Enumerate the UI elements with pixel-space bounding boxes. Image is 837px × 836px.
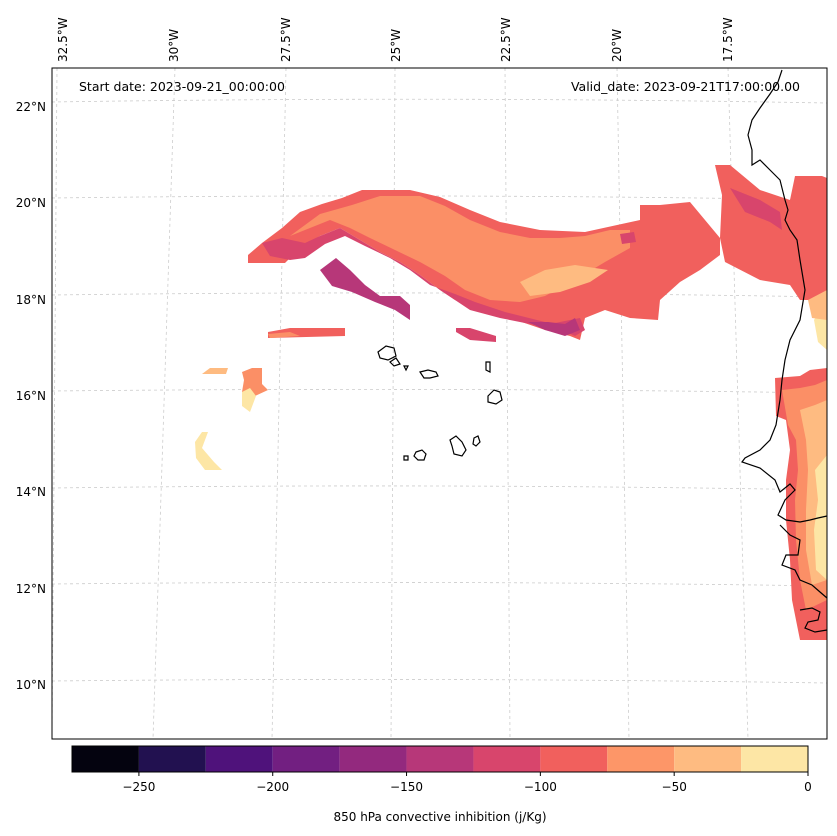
colorbar-swatch — [138, 746, 206, 772]
lat-label: 20°N — [16, 196, 46, 210]
colorbar-label: 850 hPa convective inhibition (j/Kg) — [333, 810, 546, 824]
colorbar-swatch — [674, 746, 742, 772]
map-frame-bg — [52, 68, 827, 739]
lon-label: 22.5°W — [499, 17, 513, 62]
coastlines — [377, 69, 828, 633]
lon-label: 20°W — [610, 29, 624, 62]
lon-label: 30°W — [167, 29, 181, 62]
cin-patch-w3 — [195, 432, 222, 470]
valid-date-label: Valid_date: 2023-09-21T17:00:00.00 — [571, 79, 800, 94]
island-fogo — [413, 449, 427, 461]
map-border — [51, 67, 828, 740]
colorbar-swatch — [272, 746, 340, 772]
island-maio — [472, 435, 481, 447]
lon-label: 25°W — [389, 29, 403, 62]
cin-fields — [195, 165, 827, 640]
gridlines — [51, 67, 828, 740]
cin-m150-b — [528, 318, 580, 336]
lon-label: 27.5°W — [279, 17, 293, 62]
island-sal — [485, 361, 491, 373]
colorbar-swatch — [473, 746, 541, 772]
cin-patch-w1 — [202, 368, 228, 374]
lat-label: 10°N — [16, 678, 46, 692]
island-santo-antao — [377, 345, 397, 361]
lat-label: 22°N — [16, 100, 46, 114]
lat-labels: 22°N 20°N 18°N 16°N 14°N 12°N 10°N — [16, 100, 46, 692]
colorbar-swatch — [741, 746, 808, 772]
cin-m50-core — [520, 265, 608, 296]
island-sao-vicente — [389, 357, 401, 367]
colorbar-swatch — [540, 746, 608, 772]
lat-label: 12°N — [16, 582, 46, 596]
colorbar-border — [71, 745, 809, 773]
colorbar-tick-label: 0 — [804, 780, 812, 794]
cin-blob-small — [620, 232, 636, 244]
cin-strip-2 — [456, 328, 496, 342]
island-santa-luzia — [403, 365, 409, 372]
colorbar-tick-label: −250 — [122, 780, 155, 794]
colorbar-swatch — [406, 746, 474, 772]
cin-ne-m125 — [730, 188, 782, 230]
cin-patch-w2b — [242, 388, 256, 412]
colorbar-swatch — [72, 746, 139, 772]
lat-label: 18°N — [16, 293, 46, 307]
colorbar-swatch — [607, 746, 675, 772]
colorbar-tick-label: −100 — [524, 780, 557, 794]
colorbar-swatch — [205, 746, 273, 772]
island-santiago — [449, 435, 467, 457]
island-brava — [403, 455, 409, 461]
colorbar-swatch — [339, 746, 407, 772]
colorbar: −250 −200 −150 −100 −50 0 850 hPa convective … — [71, 745, 812, 824]
lon-labels: 32.5°W 30°W 27.5°W 25°W 22.5°W 20°W 17.5… — [56, 17, 735, 62]
cin-m150-a — [320, 258, 410, 320]
lat-label: 16°N — [16, 389, 46, 403]
colorbar-tick-label: −200 — [256, 780, 289, 794]
colorbar-ticks: −250 −200 −150 −100 −50 0 — [122, 772, 812, 794]
start-date-label: Start date: 2023-09-21_00:00:00 — [79, 79, 285, 94]
island-boa-vista — [487, 389, 503, 405]
colorbar-tick-label: −50 — [662, 780, 687, 794]
colorbar-swatches — [72, 746, 808, 772]
africa-coastline — [741, 69, 828, 633]
cin-strip-1b — [268, 332, 300, 338]
colorbar-tick-label: −150 — [390, 780, 423, 794]
lon-label: 17.5°W — [721, 17, 735, 62]
island-sao-nicolau — [419, 369, 439, 379]
lat-label: 14°N — [16, 485, 46, 499]
lon-label: 32.5°W — [56, 17, 70, 62]
cin-east-coast-f — [808, 290, 827, 320]
